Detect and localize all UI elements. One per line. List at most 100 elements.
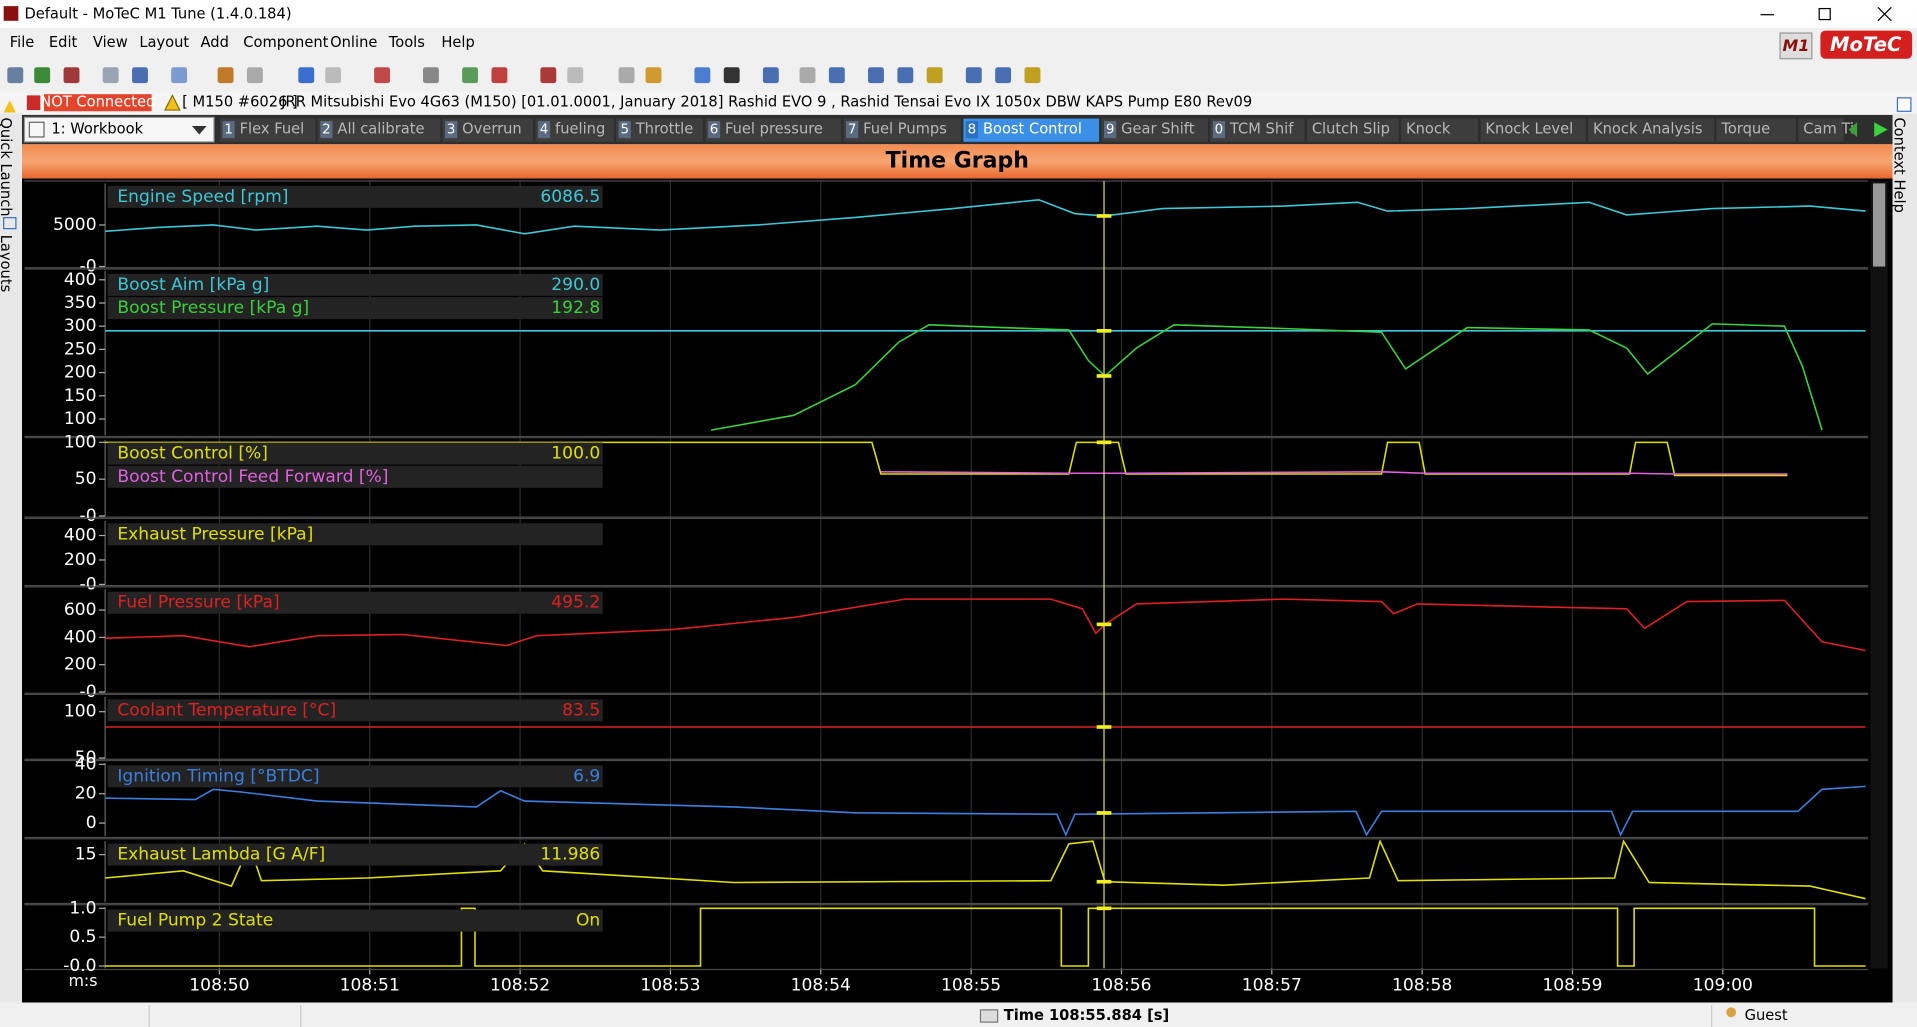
panel-traces [105, 198, 1866, 235]
tab[interactable] [1588, 118, 1715, 142]
tab-key: 2 [322, 123, 331, 138]
quick-launch-tab[interactable]: Quick Launch [0, 117, 14, 216]
y-tick-label: 100 [64, 432, 97, 452]
menu-item[interactable]: Edit [49, 34, 78, 51]
tab-scroll-left[interactable] [1848, 122, 1858, 137]
toolbar-button[interactable] [926, 67, 943, 84]
toolbar-button[interactable] [828, 67, 845, 84]
tab[interactable] [535, 118, 614, 142]
workbook-icon [28, 121, 45, 138]
toolbar-button[interactable] [171, 67, 188, 84]
toolbar-button[interactable] [423, 67, 439, 84]
channel-readout: 6.9 [573, 766, 600, 786]
restore-button[interactable] [1818, 7, 1831, 21]
context-help-tab[interactable]: Context Help [1891, 117, 1908, 212]
cursor-time: 108:55.884 [s] [1049, 1007, 1169, 1024]
panel-traces [105, 598, 1866, 652]
toolbar-button[interactable] [325, 67, 342, 84]
tab[interactable] [1480, 118, 1586, 142]
tab[interactable] [1798, 118, 1844, 142]
toolbar-button[interactable] [374, 67, 391, 84]
workbook-dropdown[interactable] [23, 116, 215, 143]
tab[interactable] [843, 118, 961, 142]
connection-badge [44, 94, 152, 112]
panel-traces [105, 323, 1866, 431]
menu-item[interactable]: Online [330, 34, 377, 51]
x-tick-label: 108:51 [340, 975, 400, 995]
tab-label: Gear Shift [1121, 121, 1195, 138]
toolbar-button[interactable] [762, 67, 779, 84]
toolbar-button[interactable] [63, 67, 80, 84]
warning-icon [164, 94, 181, 111]
toolbar-button[interactable] [897, 67, 914, 84]
tab-key-box [965, 121, 979, 139]
toolbar-button[interactable] [34, 67, 51, 84]
context-help-icon [1896, 97, 1912, 112]
channel-trace [880, 470, 1788, 475]
toolbar-button[interactable] [645, 67, 662, 84]
tab-key: 1 [224, 123, 233, 138]
scrollbar-thumb[interactable] [1872, 183, 1886, 267]
y-tick-label: 5000 [53, 215, 97, 235]
toolbar-button[interactable] [1024, 67, 1041, 84]
tab[interactable] [317, 118, 441, 142]
channel-label-box [107, 297, 603, 320]
tab[interactable] [1210, 118, 1305, 142]
toolbar-button[interactable] [491, 67, 508, 84]
toolbar-button[interactable] [995, 67, 1012, 84]
toolbar-button[interactable] [567, 67, 584, 84]
toolbar-button[interactable] [799, 67, 816, 84]
y-tick-label: 1.0 [69, 898, 96, 918]
tab[interactable] [1401, 118, 1479, 142]
tab[interactable] [220, 118, 316, 142]
toolbar-button[interactable] [217, 67, 234, 84]
panel-traces [105, 785, 1866, 837]
tab-key: 9 [1106, 123, 1115, 138]
quick-launch-icon [3, 100, 16, 113]
menu-item[interactable]: View [93, 34, 128, 51]
toolbar-button[interactable] [694, 67, 711, 84]
menu-item[interactable]: Help [441, 34, 474, 51]
tab-key-box [1212, 121, 1226, 139]
menu-item[interactable]: Layout [139, 34, 189, 51]
toolbar-button[interactable] [298, 67, 315, 84]
menu-item[interactable]: Component [243, 34, 328, 51]
tab[interactable] [963, 118, 1100, 142]
tabs: 1 Flex Fuel 2 All calibrate 3 Overrun 4 fueling… [220, 118, 1854, 142]
y-tick-label: 250 [64, 339, 97, 359]
toolbar-button[interactable] [723, 67, 740, 84]
tab[interactable] [1306, 118, 1399, 142]
toolbar-button[interactable] [246, 67, 263, 84]
tab-key-box [846, 121, 859, 139]
channel-name: Boost Control [%] [117, 444, 268, 464]
tab[interactable] [442, 118, 534, 142]
toolbar-button[interactable] [7, 67, 24, 84]
y-tick-label: 20 [75, 784, 97, 804]
toolbar-button[interactable] [462, 67, 479, 84]
y-tick-label: 150 [64, 386, 97, 406]
toolbar-button[interactable] [965, 67, 982, 84]
toolbar-button[interactable] [540, 67, 557, 84]
tab-key: 4 [540, 123, 549, 138]
layouts-tab[interactable]: Layouts [0, 235, 14, 292]
toolbar-button[interactable] [132, 67, 148, 84]
tab-key: 0 [1215, 123, 1224, 138]
y-tick-label: -0 [80, 574, 97, 594]
y-tick-label: 200 [64, 550, 97, 570]
tab-scroll-right[interactable] [1874, 122, 1888, 137]
menu-item[interactable]: Tools [388, 34, 425, 51]
toolbar-button[interactable] [868, 67, 884, 84]
menu-item[interactable]: Add [201, 34, 229, 51]
toolbar-button[interactable] [618, 67, 635, 84]
menu-item[interactable]: File [10, 34, 35, 51]
tab[interactable] [1716, 118, 1796, 142]
tab[interactable] [616, 118, 703, 142]
tab[interactable] [1101, 118, 1208, 142]
tab[interactable] [705, 118, 842, 142]
layouts-icon [3, 217, 17, 230]
toolbar-button[interactable] [102, 67, 119, 84]
y-tick-label: 400 [64, 526, 97, 546]
close-button[interactable] [1877, 6, 1892, 22]
channel-readout: 100.0 [551, 444, 600, 464]
